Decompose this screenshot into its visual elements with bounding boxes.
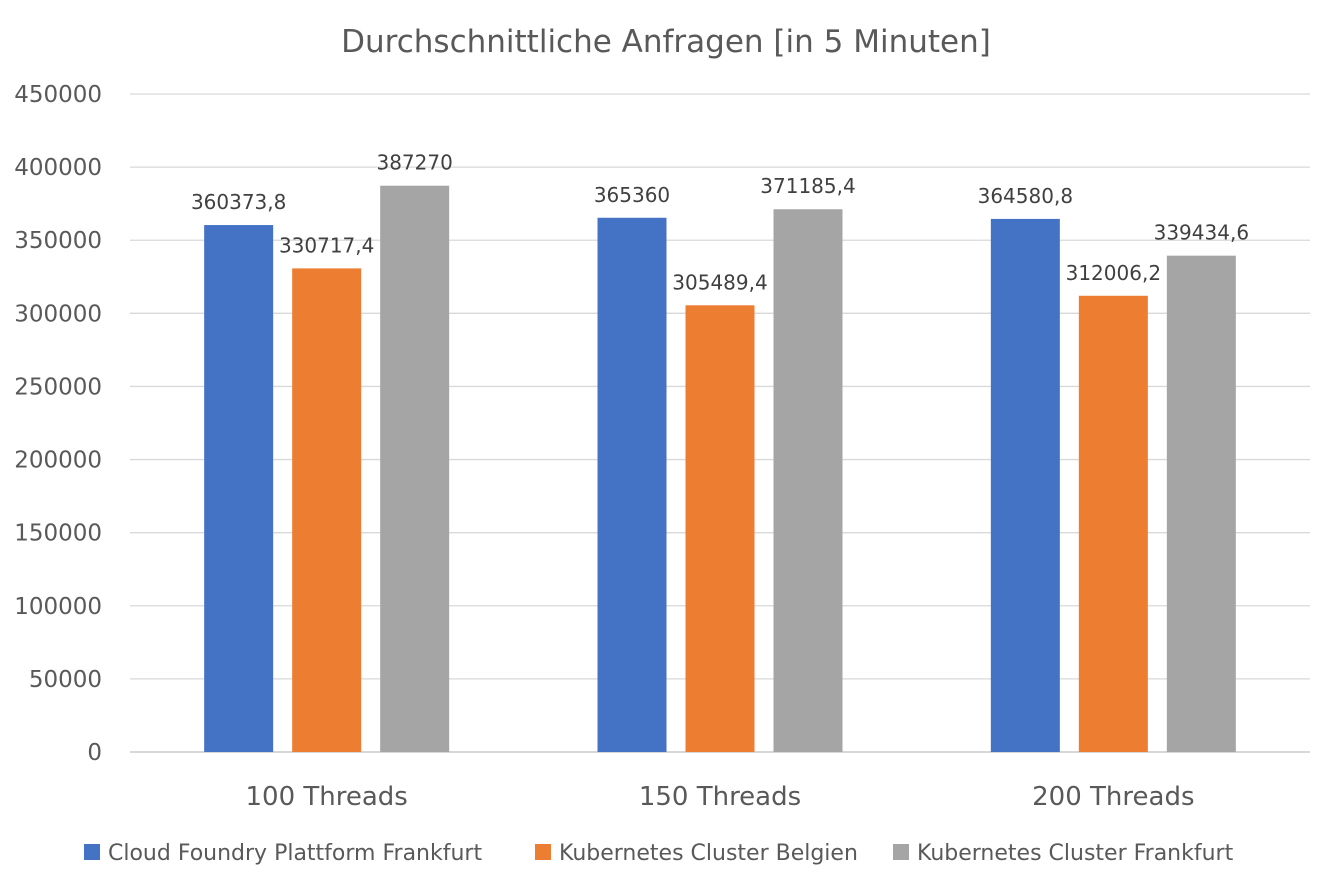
data-label: 364580,8	[978, 184, 1073, 208]
y-tick-label: 150000	[14, 521, 102, 547]
legend-label: Kubernetes Cluster Frankfurt	[917, 841, 1234, 866]
x-axis: 100 Threads 150 Threads 200 Threads	[245, 782, 1194, 812]
y-tick-label: 450000	[14, 82, 102, 108]
data-label: 305489,4	[672, 270, 767, 294]
bar	[1078, 295, 1148, 752]
legend-swatch	[893, 844, 909, 860]
chart-title: Durchschnittliche Anfragen [in 5 Minuten…	[341, 24, 991, 60]
y-axis: 0 50000 100000 150000 200000 250000 300000 3500…	[14, 82, 102, 766]
bar	[685, 305, 755, 752]
x-tick-label: 150 Threads	[639, 782, 801, 812]
bars	[204, 185, 1236, 753]
data-label: 339434,6	[1154, 221, 1249, 245]
bar	[597, 217, 667, 753]
y-tick-label: 50000	[29, 667, 102, 693]
y-tick-label: 100000	[14, 594, 102, 620]
y-tick-label: 250000	[14, 374, 102, 400]
data-labels: 360373,8 330717,4 387270 365360 305489,4 3711…	[191, 151, 1249, 295]
legend-label: Kubernetes Cluster Belgien	[559, 841, 858, 866]
y-tick-label: 350000	[14, 228, 102, 254]
bar	[1166, 255, 1236, 752]
data-label: 312006,2	[1066, 261, 1161, 285]
bar	[990, 218, 1060, 752]
bar	[292, 268, 362, 752]
y-tick-label: 400000	[14, 155, 102, 181]
bar	[380, 185, 450, 752]
x-tick-label: 100 Threads	[245, 782, 407, 812]
legend-label: Cloud Foundry Plattform Frankfurt	[108, 841, 482, 866]
legend: Cloud Foundry Plattform Frankfurt Kuberne…	[84, 841, 1234, 866]
y-tick-label: 300000	[14, 301, 102, 327]
data-label: 330717,4	[279, 233, 374, 257]
data-label: 360373,8	[191, 190, 286, 214]
data-label: 371185,4	[760, 174, 855, 198]
data-label: 387270	[376, 151, 452, 175]
legend-swatch	[535, 844, 551, 860]
x-tick-label: 200 Threads	[1032, 782, 1194, 812]
legend-swatch	[84, 844, 100, 860]
data-label: 365360	[594, 183, 670, 207]
bar	[773, 209, 843, 753]
y-tick-label: 0	[87, 740, 102, 766]
y-tick-label: 200000	[14, 448, 102, 474]
bar	[204, 225, 274, 753]
